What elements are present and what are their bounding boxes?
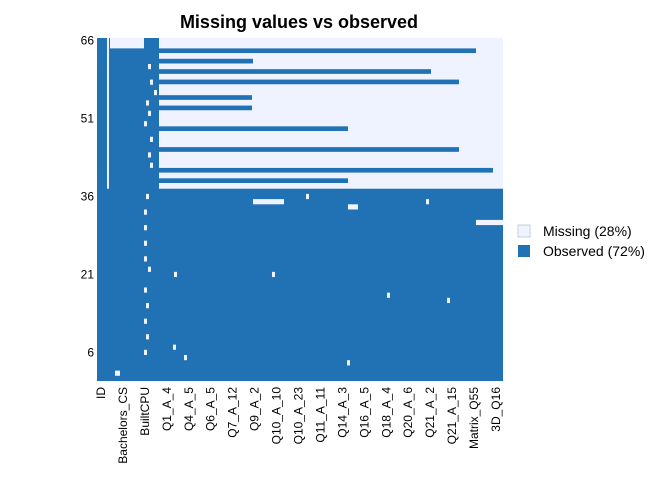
missing-cell — [150, 136, 153, 142]
y-tick-label: 66 — [81, 34, 95, 48]
missing-cell — [146, 100, 149, 106]
legend-label: Observed (72%) — [543, 243, 645, 259]
x-tick-label: Q9_A_2 — [248, 387, 262, 431]
chart-title: Missing values vs observed — [180, 12, 418, 32]
y-axis-ticks: 6 21 36 51 66 — [81, 34, 95, 360]
missing-cell — [253, 199, 284, 205]
missing-cell — [146, 303, 149, 309]
x-tick-label: Q20_A_6 — [401, 387, 415, 438]
y-tick-label: 21 — [81, 267, 95, 281]
missing-cell — [148, 63, 151, 70]
observed-row-band — [159, 79, 459, 85]
observed-row-band — [159, 147, 459, 152]
x-tick-label: Q18_A_4 — [379, 387, 393, 438]
missing-cell — [184, 355, 187, 361]
observed-row-band — [159, 105, 252, 111]
legend: Missing (28%) Observed (72%) — [517, 223, 645, 259]
x-tick-label: ID — [94, 387, 108, 399]
x-tick-label: Q21_A_2 — [423, 387, 437, 438]
x-tick-label: Q10_A_23 — [292, 387, 306, 445]
missing-cell — [148, 110, 151, 116]
missing-cell — [110, 38, 144, 49]
heatmap-plot-area — [97, 38, 503, 381]
missing-cell — [148, 266, 151, 272]
legend-swatch — [518, 245, 530, 257]
missing-cell — [387, 292, 390, 298]
x-tick-label: Q1_A_4 — [160, 387, 174, 431]
missing-cell — [174, 271, 177, 278]
x-tick-label: Q4_A_5 — [182, 387, 196, 431]
missing-cell — [173, 344, 176, 350]
missing-cell — [107, 38, 109, 189]
missing-cell — [144, 287, 147, 293]
y-tick-label: 6 — [87, 345, 94, 359]
x-tick-label: Bachelors_CS — [116, 387, 130, 464]
missing-cell — [150, 162, 153, 168]
y-tick-label: 51 — [81, 112, 95, 126]
x-tick-label: Q7_A_12 — [226, 387, 240, 438]
x-tick-label: 3D_Q16 — [489, 387, 503, 432]
x-tick-label: Q11_A_11 — [313, 387, 327, 443]
missing-cell — [447, 297, 450, 304]
legend-label: Missing (28%) — [543, 223, 632, 239]
missing-cell — [347, 360, 350, 366]
missing-cell — [476, 219, 503, 226]
x-tick-label: Q10_A_10 — [270, 387, 284, 445]
missing-cell — [144, 240, 147, 246]
observed-row-band — [159, 69, 431, 74]
missing-cell — [150, 79, 153, 85]
x-tick-label: Q21_A_15 — [445, 387, 459, 445]
y-tick-label: 36 — [81, 190, 95, 204]
missing-cell — [144, 349, 147, 356]
missing-cell — [144, 121, 147, 127]
missing-cell — [348, 204, 358, 210]
missing-cells — [107, 38, 503, 376]
observed-row-band — [159, 167, 493, 173]
x-tick-label: Matrix_Q55 — [467, 387, 481, 449]
missing-cell — [148, 152, 151, 158]
missing-cell — [306, 193, 309, 200]
missing-cell — [426, 199, 429, 205]
missing-cell — [115, 370, 120, 376]
observed-row-band — [159, 48, 476, 54]
x-axis-ticks: ID Bachelors_CS BuiltCPU Q1_A_4 Q4_A_5 Q6_A_5… — [94, 387, 503, 464]
missing-cell — [146, 193, 149, 200]
missing-cell — [144, 209, 147, 215]
missing-cell — [144, 318, 147, 324]
legend-swatch — [517, 224, 531, 238]
missing-cell — [144, 225, 147, 231]
missing-cell — [146, 334, 149, 340]
missing-cell — [272, 271, 275, 278]
x-tick-label: Q14_A_3 — [335, 387, 349, 438]
x-tick-label: Q6_A_5 — [204, 387, 218, 431]
observed-row-band — [159, 178, 348, 183]
observed-row-band — [159, 126, 348, 132]
missing-cell — [144, 256, 147, 262]
observed-row-band — [159, 95, 252, 100]
missing-cell — [154, 89, 157, 96]
observed-row-band — [159, 58, 253, 64]
x-tick-label: Q16_A_5 — [357, 387, 371, 438]
x-tick-label: BuiltCPU — [138, 387, 152, 436]
